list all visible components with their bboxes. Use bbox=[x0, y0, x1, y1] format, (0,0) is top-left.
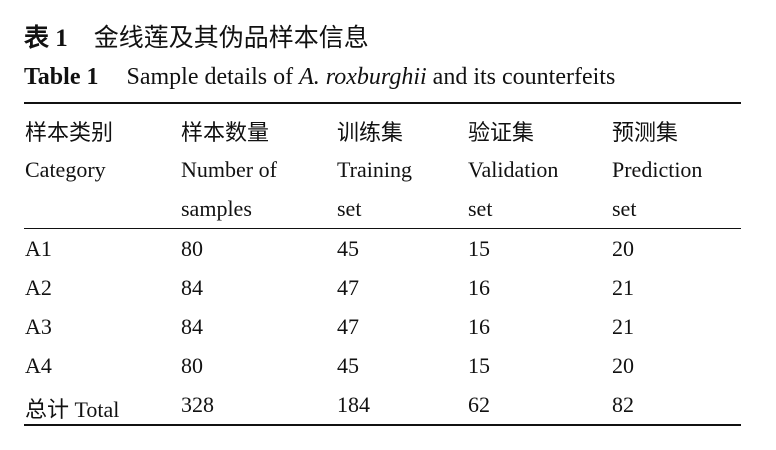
table-cell: 80 bbox=[181, 353, 203, 378]
header-cn: 样本数量 bbox=[181, 121, 270, 146]
header-en: Validation bbox=[468, 157, 559, 182]
header-cn: 预测集 bbox=[612, 121, 679, 146]
table-cell: 47 bbox=[337, 314, 359, 339]
table-cell: 21 bbox=[612, 275, 634, 300]
header-en: Prediction bbox=[612, 157, 703, 182]
table-number-en: Table 1 bbox=[24, 64, 99, 90]
table-cell: 47 bbox=[337, 275, 359, 300]
table-cell: A2 bbox=[25, 275, 52, 300]
table-cell: 62 bbox=[468, 392, 490, 417]
header-cn: 验证集 bbox=[468, 121, 535, 146]
header-en-line2: set bbox=[612, 196, 637, 221]
species-name: A. roxburghii bbox=[299, 64, 427, 90]
header-en: Category bbox=[25, 157, 106, 182]
table-cell: 20 bbox=[612, 353, 634, 378]
header-rule bbox=[24, 228, 741, 229]
header-cn: 样本类别 bbox=[25, 121, 114, 146]
table-title-cn: 金线莲及其伪品样本信息 bbox=[93, 23, 369, 52]
table-cell: 82 bbox=[612, 392, 634, 417]
table-cell: 84 bbox=[181, 314, 203, 339]
table-cell: 21 bbox=[612, 314, 634, 339]
header-cn: 训练集 bbox=[337, 121, 404, 146]
table-cell: A4 bbox=[25, 353, 52, 378]
table-cell: A1 bbox=[25, 236, 52, 261]
table-number-cn: 表 1 bbox=[24, 25, 68, 52]
table-cell: 16 bbox=[468, 314, 490, 339]
header-en-line2: samples bbox=[181, 196, 252, 221]
top-rule bbox=[24, 102, 741, 104]
header-en-line2: set bbox=[468, 196, 493, 221]
header-en: Number of bbox=[181, 157, 277, 182]
table-cell: 45 bbox=[337, 353, 359, 378]
bottom-rule bbox=[24, 424, 741, 426]
caption-suffix: and its counterfeits bbox=[426, 64, 616, 90]
table-cell: 328 bbox=[181, 392, 214, 417]
header-en: Training bbox=[337, 157, 412, 182]
table-cell: 总计 Total bbox=[25, 397, 120, 422]
table-cell: A3 bbox=[25, 314, 52, 339]
table-cell: 80 bbox=[181, 236, 203, 261]
table-cell: 184 bbox=[337, 392, 370, 417]
table-cell: 16 bbox=[468, 275, 490, 300]
table-cell: 45 bbox=[337, 236, 359, 261]
table-cell: 20 bbox=[612, 236, 634, 261]
table-cell: 84 bbox=[181, 275, 203, 300]
caption-prefix: Sample details of bbox=[126, 64, 300, 90]
table-cell: 15 bbox=[468, 353, 490, 378]
table-caption-english: Table 1 Sample details of A. roxburghii a… bbox=[24, 64, 615, 91]
header-en-line2: set bbox=[337, 196, 362, 221]
table-cell: 15 bbox=[468, 236, 490, 261]
table-caption-chinese: 表 1 金线莲及其伪品样本信息 bbox=[24, 18, 369, 54]
